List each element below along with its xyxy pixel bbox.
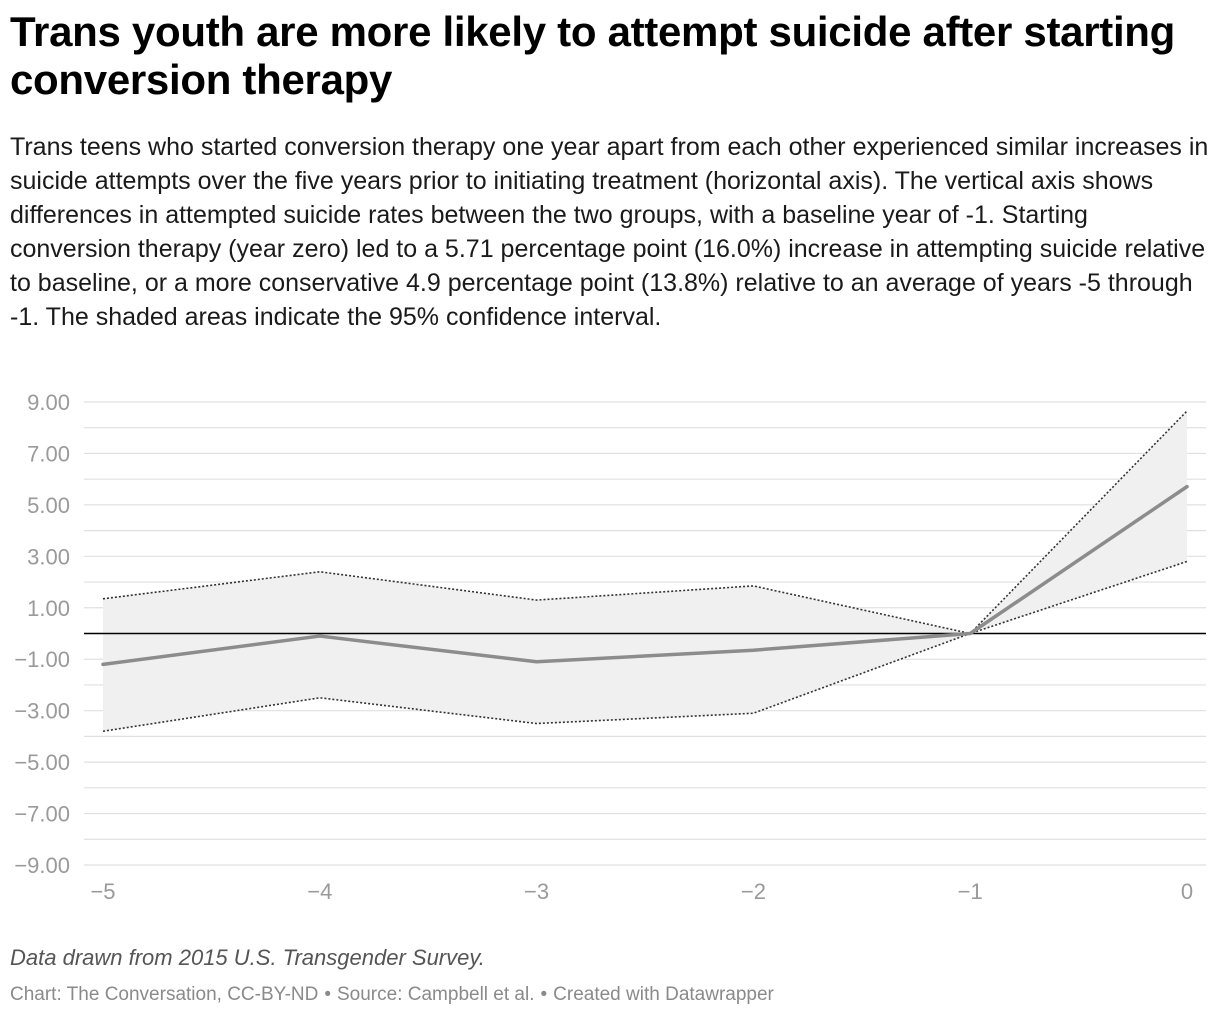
y-tick-label: 9.00 <box>27 390 70 415</box>
footer-separator: • <box>324 984 331 1005</box>
line-chart: 9.00 7.00 5.00 3.00 1.00 −1.00 −3.00 −5.00 −7.00… <box>14 390 1206 904</box>
estimate-point <box>535 660 539 664</box>
confidence-interval-area <box>103 411 1187 732</box>
y-tick-label: −9.00 <box>14 853 70 878</box>
chart-footer: Chart: The Conversation, CC-BY-ND • Source… <box>10 984 774 1006</box>
confidence-bounds <box>102 410 1188 733</box>
x-axis-ticks: −5 −4 −3 −2 −1 0 <box>90 879 1193 904</box>
upper-ci-line <box>102 410 1188 635</box>
estimate-point <box>968 632 972 635</box>
x-tick-label: −2 <box>741 879 766 904</box>
y-tick-label: 5.00 <box>27 493 70 518</box>
estimate-point <box>751 648 755 652</box>
y-tick-label: −3.00 <box>14 699 70 724</box>
y-tick-label: 1.00 <box>27 596 70 621</box>
y-tick-label: −7.00 <box>14 802 70 827</box>
chart-title: Trans youth are more likely to attempt s… <box>10 8 1176 103</box>
confidence-band <box>103 411 1187 732</box>
x-tick-label: 0 <box>1181 879 1193 904</box>
estimate-point <box>101 662 105 666</box>
estimate-line <box>101 484 1189 667</box>
chart-notes: Data drawn from 2015 U.S. Transgender Su… <box>10 945 485 970</box>
estimate-point <box>1185 485 1189 489</box>
y-tick-label: −1.00 <box>14 647 70 672</box>
x-tick-label: −5 <box>90 879 115 904</box>
x-tick-label: −1 <box>958 879 983 904</box>
x-tick-label: −3 <box>524 879 549 904</box>
estimate-series <box>101 484 1189 667</box>
y-axis-ticks: 9.00 7.00 5.00 3.00 1.00 −1.00 −3.00 −5.00 −7.00… <box>14 390 70 878</box>
y-tick-label: −5.00 <box>14 750 70 775</box>
source-credit: Source: Campbell et al. <box>337 984 535 1005</box>
estimate-point <box>318 634 322 638</box>
x-tick-label: −4 <box>307 879 332 904</box>
created-with: Created with Datawrapper <box>553 984 774 1005</box>
chart-subtitle: Trans teens who started conversion thera… <box>10 133 1209 331</box>
y-tick-label: 3.00 <box>27 544 70 569</box>
footer-separator: • <box>540 984 548 1005</box>
chart-credit: Chart: The Conversation, CC-BY-ND <box>10 984 319 1005</box>
y-tick-label: 7.00 <box>27 441 70 466</box>
